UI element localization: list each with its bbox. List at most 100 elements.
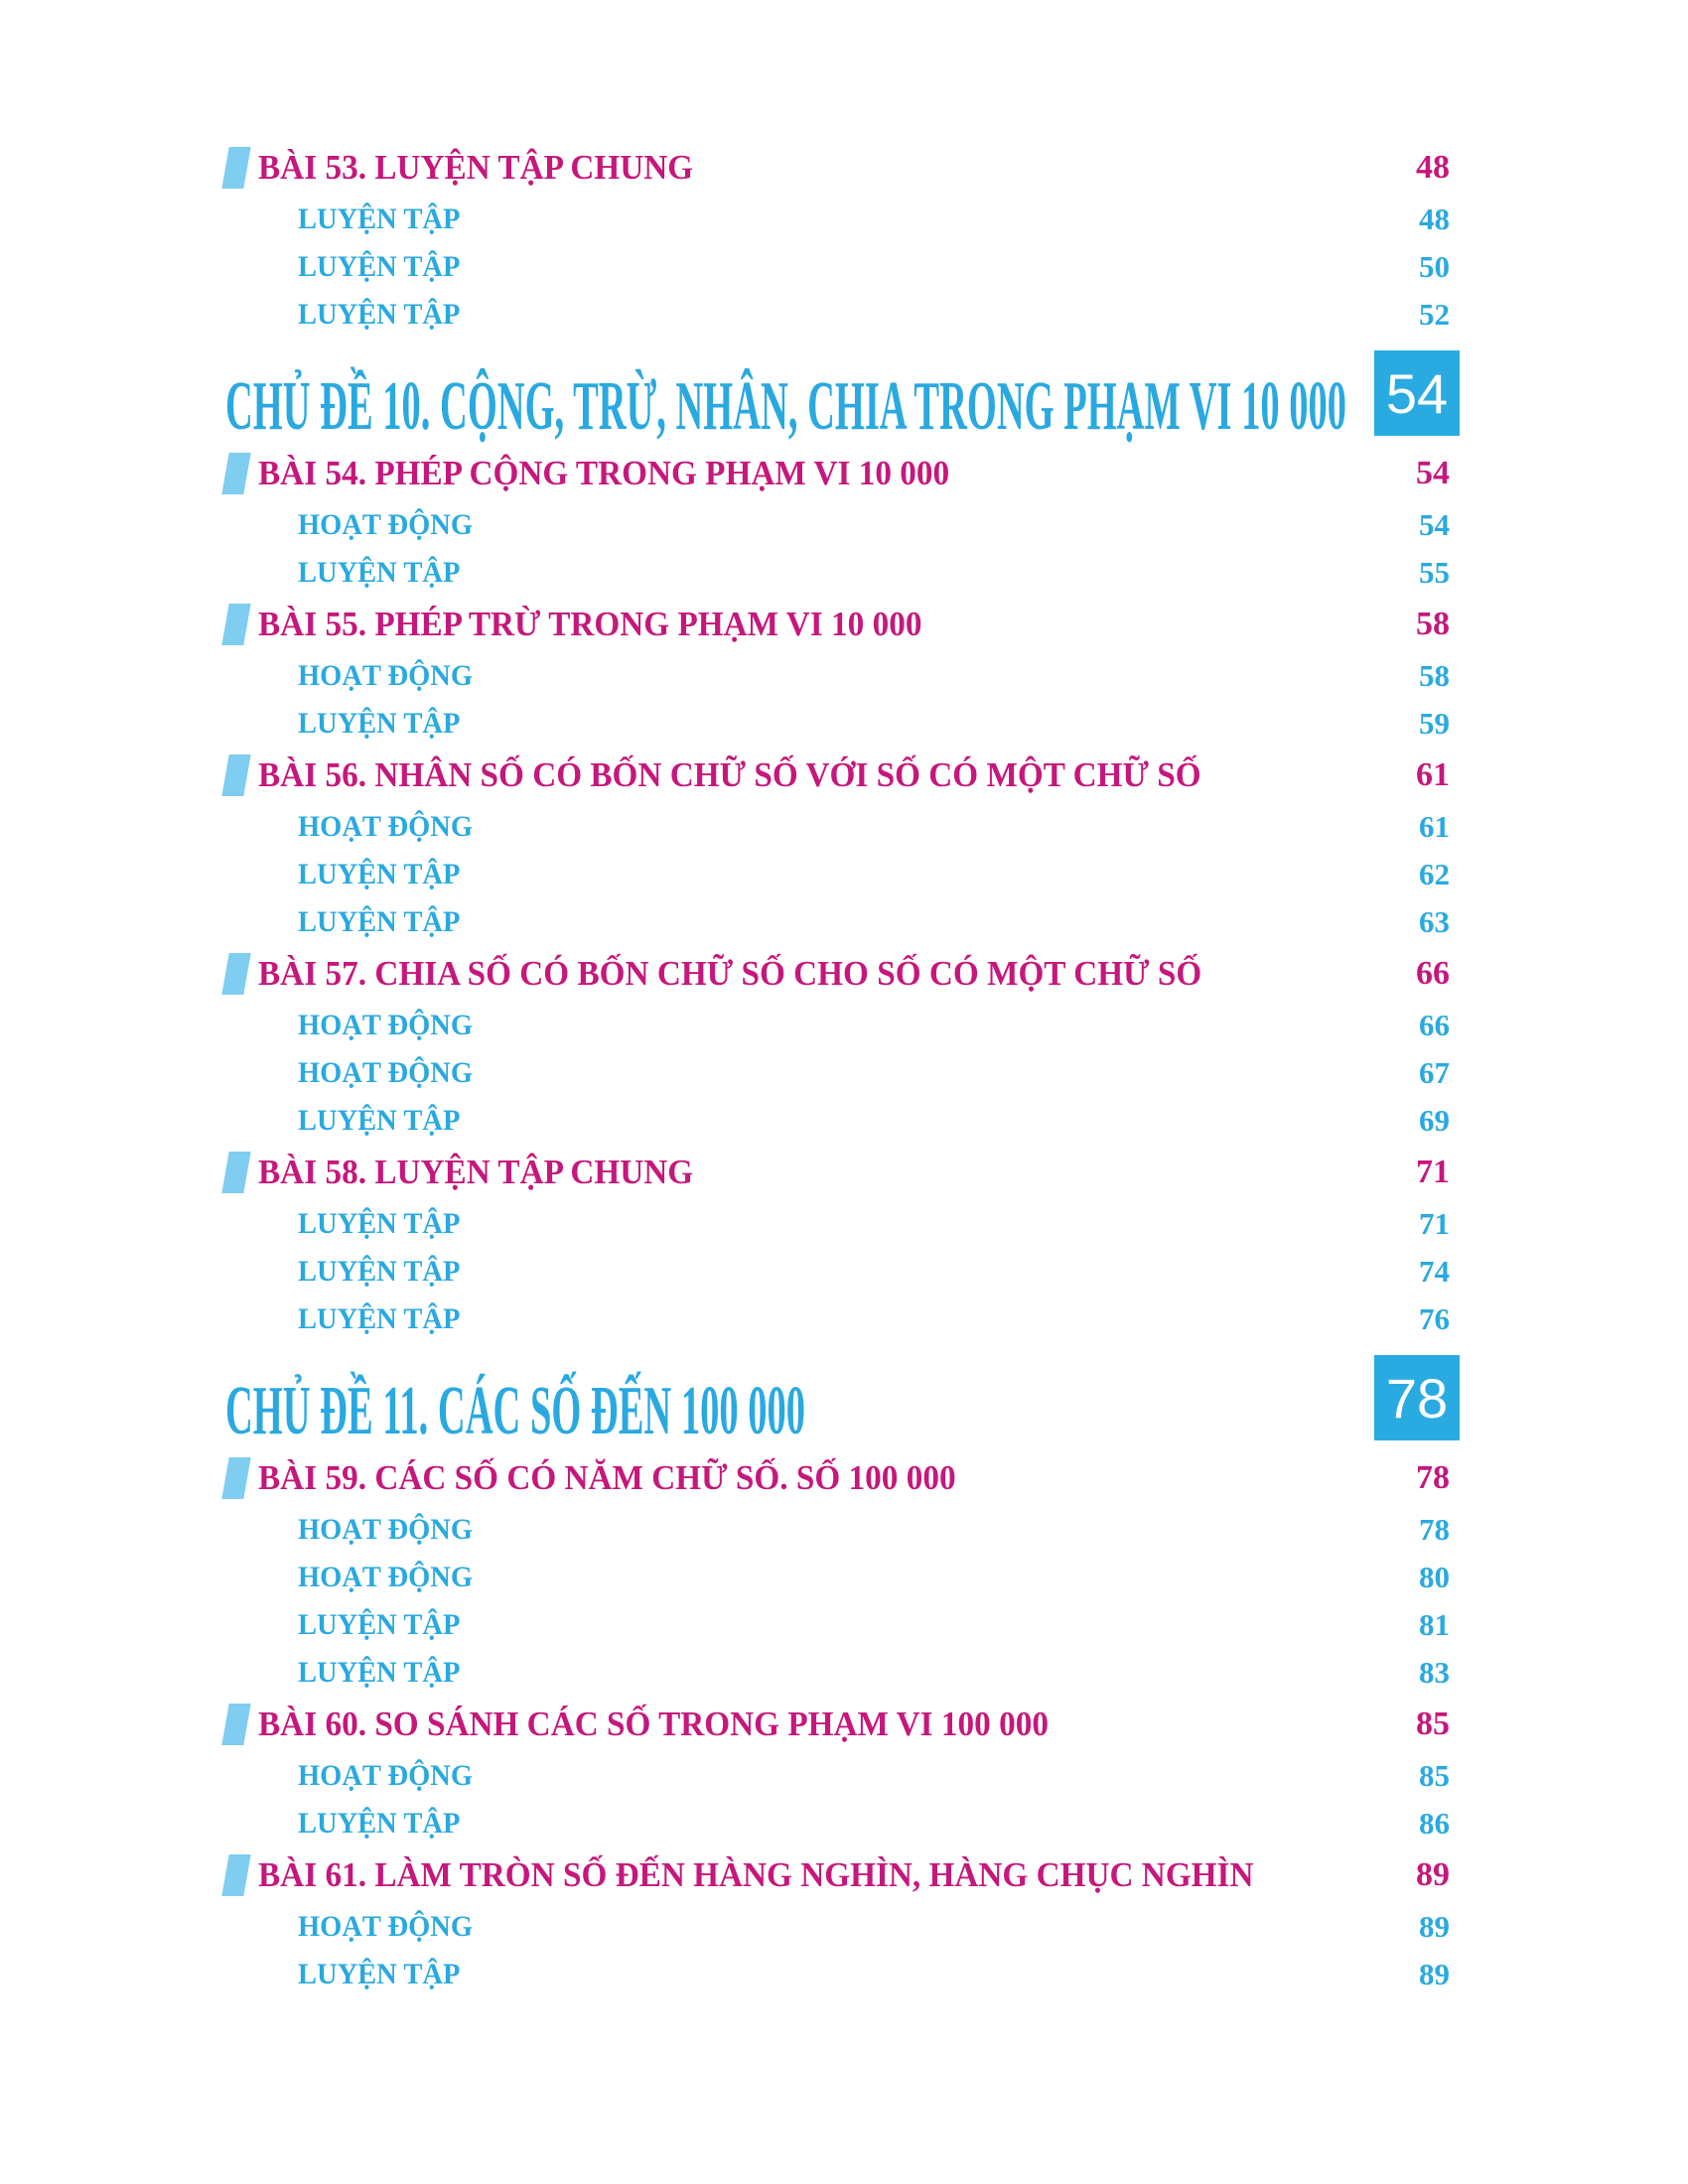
toc-entry-label: LUYỆN TẬP: [298, 1302, 461, 1335]
toc-entry-page-number: 61: [1419, 809, 1450, 844]
toc-sub-row: HOẠT ĐỘNG 58: [225, 652, 1460, 700]
toc-entry-label: HOẠT ĐỘNG: [298, 1513, 474, 1546]
toc-entry-label: HOẠT ĐỘNG: [298, 1009, 474, 1041]
chapter-page-badge: 78: [1374, 1355, 1460, 1440]
toc-entry-label: LUYỆN TẬP: [298, 1656, 461, 1689]
toc-entry-page-number: 63: [1419, 904, 1450, 939]
toc-entry-page-number: 76: [1419, 1301, 1450, 1336]
toc-entry-page-number: 71: [1416, 1154, 1450, 1190]
toc-lesson-row: BÀI 56. NHÂN SỐ CÓ BỐN CHỮ SỐ VỚI SỐ CÓ …: [221, 748, 1460, 803]
toc-entry-page-number: 67: [1419, 1055, 1450, 1090]
toc-sub-row: LUYỆN TẬP 48: [225, 196, 1460, 243]
toc-lesson-row: BÀI 59. CÁC SỐ CÓ NĂM CHỮ SỐ. SỐ 100 000…: [221, 1450, 1460, 1506]
toc-entry-label: LUYỆN TẬP: [298, 1207, 461, 1240]
toc-sub-row: LUYỆN TẬP 55: [225, 549, 1460, 597]
toc-entry-label: LUYỆN TẬP: [298, 250, 461, 283]
toc-entry-label: CHỦ ĐỀ 10. CỘNG, TRỪ, NHÂN, CHIA TRONG P…: [225, 368, 1347, 445]
toc-entry-label: LUYỆN TẬP: [298, 298, 461, 331]
toc-sub-row: LUYỆN TẬP 74: [225, 1248, 1460, 1296]
toc-entry-label: BÀI 56. NHÂN SỐ CÓ BỐN CHỮ SỐ VỚI SỐ CÓ …: [258, 755, 1201, 794]
toc-entry-page-number: 85: [1419, 1758, 1450, 1793]
toc-entry-label: LUYỆN TẬP: [298, 1958, 461, 1990]
toc-entry-page-number: 66: [1416, 955, 1450, 992]
toc-entry-label: HOẠT ĐỘNG: [298, 1561, 474, 1593]
toc-sub-row: LUYỆN TẬP 83: [225, 1649, 1460, 1697]
toc-entry-page-number: 59: [1419, 706, 1450, 741]
toc-sub-row: LUYỆN TẬP 50: [225, 243, 1460, 291]
toc-entry-label: LUYỆN TẬP: [298, 1104, 461, 1137]
toc-entry-label: BÀI 58. LUYỆN TẬP CHUNG: [258, 1153, 694, 1191]
toc-entry-page-number: 61: [1416, 756, 1450, 793]
toc-entry-page-number: 71: [1419, 1206, 1450, 1241]
toc-entry-label: BÀI 54. PHÉP CỘNG TRONG PHẠM VI 10 000: [258, 454, 950, 492]
toc-sub-row: HOẠT ĐỘNG 66: [225, 1002, 1460, 1049]
toc-sub-row: LUYỆN TẬP 63: [225, 898, 1460, 946]
toc-entry-page-number: 50: [1419, 249, 1450, 284]
toc-sub-row: LUYỆN TẬP 76: [225, 1296, 1460, 1343]
toc-entry-label: BÀI 55. PHÉP TRỪ TRONG PHẠM VI 10 000: [258, 605, 922, 643]
table-of-contents: BÀI 53. LUYỆN TẬP CHUNG 48 LUYỆN TẬP 48 LUYỆ…: [221, 140, 1460, 1998]
toc-entry-page-number: 83: [1419, 1655, 1450, 1690]
toc-lesson-row: BÀI 55. PHÉP TRỪ TRONG PHẠM VI 10 000 58: [221, 597, 1460, 652]
toc-entry-page-number: 80: [1419, 1560, 1450, 1594]
toc-entry-page-number: 66: [1419, 1008, 1450, 1042]
toc-sub-row: HOẠT ĐỘNG 78: [225, 1506, 1460, 1554]
toc-entry-page-number: 48: [1416, 149, 1450, 186]
toc-entry-page-number: 52: [1419, 297, 1450, 332]
toc-chapter-row: CHỦ ĐỀ 11. CÁC SỐ ĐẾN 100 000 78: [225, 1355, 1460, 1449]
lesson-marker-icon: [221, 1854, 251, 1896]
toc-entry-label: BÀI 61. LÀM TRÒN SỐ ĐẾN HÀNG NGHÌN, HÀNG…: [258, 1855, 1254, 1894]
toc-sub-row: LUYỆN TẬP 71: [225, 1200, 1460, 1248]
toc-lesson-row: BÀI 60. SO SÁNH CÁC SỐ TRONG PHẠM VI 100…: [221, 1697, 1460, 1752]
toc-entry-page-number: 85: [1416, 1706, 1450, 1742]
toc-entry-label: LUYỆN TẬP: [298, 707, 461, 740]
toc-entry-label: LUYỆN TẬP: [298, 556, 461, 589]
toc-lesson-row: BÀI 57. CHIA SỐ CÓ BỐN CHỮ SỐ CHO SỐ CÓ …: [221, 946, 1460, 1002]
toc-entry-page-number: 55: [1419, 555, 1450, 590]
toc-lesson-row: BÀI 58. LUYỆN TẬP CHUNG 71: [221, 1145, 1460, 1200]
toc-sub-row: LUYỆN TẬP 62: [225, 851, 1460, 898]
toc-sub-row: HOẠT ĐỘNG 85: [225, 1752, 1460, 1800]
toc-entry-page-number: 74: [1419, 1254, 1450, 1289]
toc-entry-page-number: 54: [1416, 455, 1450, 491]
toc-entry-label: BÀI 57. CHIA SỐ CÓ BỐN CHỮ SỐ CHO SỐ CÓ …: [258, 954, 1202, 993]
toc-entry-page-number: 89: [1419, 1909, 1450, 1944]
toc-sub-row: HOẠT ĐỘNG 89: [225, 1903, 1460, 1951]
toc-entry-label: LUYỆN TẬP: [298, 203, 461, 235]
lesson-marker-icon: [221, 953, 251, 995]
lesson-marker-icon: [221, 1704, 251, 1745]
toc-sub-row: LUYỆN TẬP 86: [225, 1800, 1460, 1847]
toc-entry-page-number: 78: [1416, 1459, 1450, 1496]
toc-sub-row: HOẠT ĐỘNG 54: [225, 501, 1460, 549]
toc-entry-label: LUYỆN TẬP: [298, 1255, 461, 1288]
toc-sub-row: LUYỆN TẬP 89: [225, 1951, 1460, 1998]
toc-entry-page-number: 54: [1419, 507, 1450, 542]
toc-entry-page-number: 86: [1419, 1806, 1450, 1841]
lesson-marker-icon: [221, 604, 251, 645]
toc-sub-row: LUYỆN TẬP 59: [225, 700, 1460, 748]
toc-entry-label: LUYỆN TẬP: [298, 905, 461, 938]
toc-entry-label: CHỦ ĐỀ 11. CÁC SỐ ĐẾN 100 000: [225, 1373, 805, 1449]
toc-entry-label: HOẠT ĐỘNG: [298, 1759, 474, 1792]
lesson-marker-icon: [221, 453, 251, 494]
toc-entry-label: LUYỆN TẬP: [298, 1807, 461, 1840]
toc-entry-page-number: 69: [1419, 1103, 1450, 1138]
toc-entry-label: BÀI 60. SO SÁNH CÁC SỐ TRONG PHẠM VI 100…: [258, 1705, 1049, 1743]
chapter-page-badge: 54: [1374, 350, 1460, 436]
toc-entry-page-number: 62: [1419, 857, 1450, 891]
lesson-marker-icon: [221, 1152, 251, 1193]
toc-entry-page-number: 58: [1419, 658, 1450, 693]
toc-sub-row: LUYỆN TẬP 69: [225, 1097, 1460, 1145]
toc-entry-page-number: 48: [1419, 202, 1450, 236]
toc-sub-row: LUYỆN TẬP 81: [225, 1601, 1460, 1649]
lesson-marker-icon: [221, 147, 251, 189]
toc-entry-page-number: 81: [1419, 1607, 1450, 1642]
toc-entry-label: HOẠT ĐỘNG: [298, 659, 474, 692]
toc-entry-label: HOẠT ĐỘNG: [298, 508, 474, 541]
lesson-marker-icon: [221, 1457, 251, 1499]
toc-lesson-row: BÀI 53. LUYỆN TẬP CHUNG 48: [221, 140, 1460, 196]
toc-entry-label: BÀI 53. LUYỆN TẬP CHUNG: [258, 148, 694, 187]
toc-sub-row: HOẠT ĐỘNG 80: [225, 1554, 1460, 1601]
toc-entry-label: LUYỆN TẬP: [298, 1608, 461, 1641]
toc-entry-label: BÀI 59. CÁC SỐ CÓ NĂM CHỮ SỐ. SỐ 100 000: [258, 1458, 956, 1497]
